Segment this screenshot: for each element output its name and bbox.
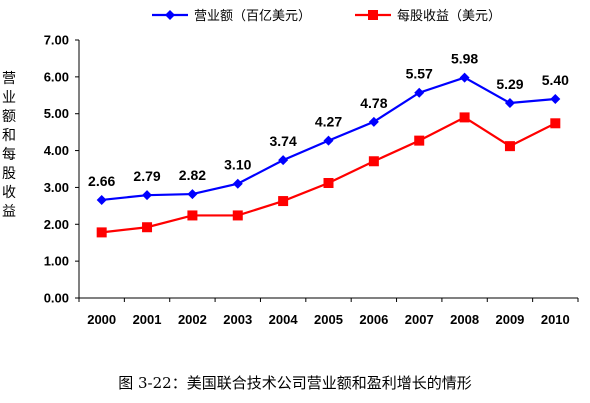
data-point [278,155,289,166]
x-tick-label: 2000 [87,312,116,327]
x-tick-label: 2001 [133,312,162,327]
x-tick-label: 2005 [314,312,343,327]
data-label: 2.66 [88,173,115,189]
x-tick-label: 2008 [450,312,479,327]
data-label: 3.10 [224,157,251,173]
data-point [96,227,107,238]
data-point [278,196,289,207]
y-axis-label-char: 每 [2,147,16,163]
data-label: 4.27 [315,114,342,130]
y-tick-label: 3.00 [44,180,69,195]
data-point [323,178,334,189]
x-tick-label: 2004 [269,312,299,327]
data-label: 4.78 [360,95,387,111]
y-axis-label-char: 益 [2,204,16,220]
data-label: 2.79 [133,168,160,184]
data-point [187,210,198,221]
data-point [414,135,425,146]
data-label: 5.29 [496,76,523,92]
y-tick-label: 7.00 [44,33,69,48]
y-axis-label-char: 股 [2,166,16,182]
x-tick-label: 2006 [359,312,388,327]
data-point [232,178,243,189]
data-point [323,135,334,146]
series-line [101,116,556,234]
data-point [504,98,515,109]
data-point [414,87,425,98]
series-2 [96,112,561,238]
data-point [550,93,561,104]
y-axis-label-char: 营 [2,71,16,87]
x-tick-label: 2007 [405,312,434,327]
series-group [96,72,561,238]
legend-marker [165,10,175,20]
y-tick-label: 1.00 [44,254,69,269]
data-point [550,118,561,129]
x-tick-labels: 2000 2001 2002 2003 2004 2005 2006 2007 2008 2009… [87,312,570,327]
y-axis-label-char: 和 [2,128,16,144]
data-point [459,72,470,83]
legend-item-2: 每股收益（美元） [355,8,501,24]
data-point [142,222,153,233]
y-axis-label-char: 收 [2,185,16,201]
data-label: 2.82 [179,167,206,183]
data-point [368,156,379,167]
legend-label: 营业额（百亿美元） [194,9,311,24]
data-point [232,210,243,221]
line-chart: 营业额（百亿美元） 每股收益（美元） 营业额和每股收益 0.00 1.00 2.00 3… [2,8,579,327]
y-axis-label-char: 额 [2,109,16,125]
data-point [368,116,379,127]
legend-label: 每股收益（美元） [397,8,501,24]
data-point [96,194,107,205]
y-axis-label-char: 业 [2,90,16,106]
data-label: 5.40 [542,72,569,88]
data-point [142,190,153,201]
data-point [504,141,515,152]
data-label: 5.57 [406,66,433,82]
y-tick-label: 4.00 [44,143,69,158]
y-axis-label: 营业额和每股收益 [2,71,16,220]
x-tick-label: 2009 [495,312,524,327]
data-label: 5.98 [451,51,478,67]
legend-marker [368,10,378,20]
y-tick-label: 2.00 [44,217,69,232]
x-tick-label: 2010 [541,312,570,327]
data-point [459,112,470,123]
legend-item-1: 营业额（百亿美元） [152,9,311,24]
y-tick-label: 0.00 [44,291,69,306]
data-label: 3.74 [270,133,297,149]
legend: 营业额（百亿美元） 每股收益（美元） [152,8,501,24]
y-tick-label: 6.00 [44,69,69,84]
y-tick-labels: 0.00 1.00 2.00 3.00 4.00 5.00 6.00 7.00 [44,33,69,306]
series-1 [96,72,561,205]
x-tick-label: 2002 [178,312,207,327]
figure-caption: 图 3-22：美国联合技术公司营业额和盈利增长的情形 [118,374,472,392]
data-labels: 2.66 2.79 2.82 3.10 3.74 4.27 4.78 5.57 5.98 5.29… [88,51,569,189]
y-tick-label: 5.00 [44,106,69,121]
x-tick-label: 2003 [223,312,252,327]
data-point [187,189,198,200]
axes [75,39,579,302]
